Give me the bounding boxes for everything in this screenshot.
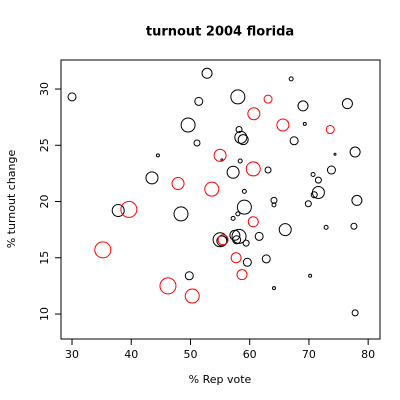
bubble xyxy=(350,222,358,230)
bubble xyxy=(271,202,277,208)
bubble xyxy=(236,199,252,215)
bubble xyxy=(311,186,325,200)
bubble xyxy=(264,166,272,174)
x-tick-label: 40 xyxy=(124,348,138,361)
bubble xyxy=(276,118,290,132)
y-tick-label: 15 xyxy=(38,251,51,265)
bubble xyxy=(217,234,229,246)
bubble xyxy=(242,239,250,247)
bubble xyxy=(326,165,336,175)
bubble xyxy=(237,158,243,164)
bubble xyxy=(333,152,337,156)
bubble xyxy=(171,177,185,191)
bubble xyxy=(278,223,292,237)
bubble xyxy=(235,211,241,217)
bubble xyxy=(230,89,246,105)
bubble xyxy=(304,200,312,208)
bubble xyxy=(201,67,213,79)
chart-title: turnout 2004 florida xyxy=(146,25,294,40)
bubble xyxy=(323,224,329,230)
bubble xyxy=(351,194,363,206)
bubble xyxy=(288,76,294,82)
bubble xyxy=(247,216,259,228)
bubble xyxy=(308,273,313,278)
bubble xyxy=(310,172,316,178)
bubble xyxy=(242,257,252,267)
x-tick-label: 50 xyxy=(183,348,197,361)
bubble xyxy=(237,134,249,146)
y-tick-label: 10 xyxy=(38,307,51,321)
bubble xyxy=(349,146,361,158)
bubble xyxy=(120,200,138,218)
bubble xyxy=(263,94,273,104)
bubble xyxy=(261,254,271,264)
bubble xyxy=(234,130,248,144)
x-tick-label: 30 xyxy=(65,348,79,361)
bubble xyxy=(245,161,261,177)
bubble xyxy=(184,271,194,281)
bubble xyxy=(94,241,112,259)
y-tick-label: 30 xyxy=(38,82,51,96)
bubble xyxy=(184,288,200,304)
bubble xyxy=(235,126,243,134)
bubble xyxy=(159,277,177,295)
bubble xyxy=(247,107,261,121)
x-tick-label: 80 xyxy=(361,348,375,361)
bubble xyxy=(232,235,242,245)
bubble xyxy=(226,165,240,179)
bubble xyxy=(297,100,309,112)
y-axis-label: % turnout change xyxy=(5,150,18,249)
bubble xyxy=(325,125,335,135)
bubble xyxy=(173,206,189,222)
y-tick-label: 25 xyxy=(38,138,51,152)
bubble xyxy=(351,309,359,317)
bubble xyxy=(204,181,220,197)
x-tick-label: 60 xyxy=(243,348,257,361)
bubble xyxy=(230,215,236,221)
bubble xyxy=(67,92,77,102)
bubble xyxy=(289,136,299,146)
bubble xyxy=(180,117,196,133)
bubble xyxy=(193,139,201,147)
y-tick-label: 20 xyxy=(38,195,51,209)
bubble xyxy=(213,148,227,162)
bubble xyxy=(241,188,247,194)
bubble xyxy=(155,153,160,158)
bubble xyxy=(111,204,125,218)
bubble xyxy=(194,96,204,106)
bubble xyxy=(236,269,248,281)
bubble xyxy=(145,171,159,185)
bubble xyxy=(254,231,264,241)
bubble xyxy=(229,229,241,241)
bubble xyxy=(212,232,228,248)
bubble xyxy=(341,98,353,110)
bubble xyxy=(302,121,307,126)
bubble xyxy=(271,286,276,291)
x-tick-label: 70 xyxy=(302,348,316,361)
plot-box xyxy=(60,59,381,340)
x-axis-label: % Rep vote xyxy=(189,373,252,386)
bubble xyxy=(314,176,322,184)
bubble xyxy=(310,191,318,199)
bubble xyxy=(230,252,242,264)
